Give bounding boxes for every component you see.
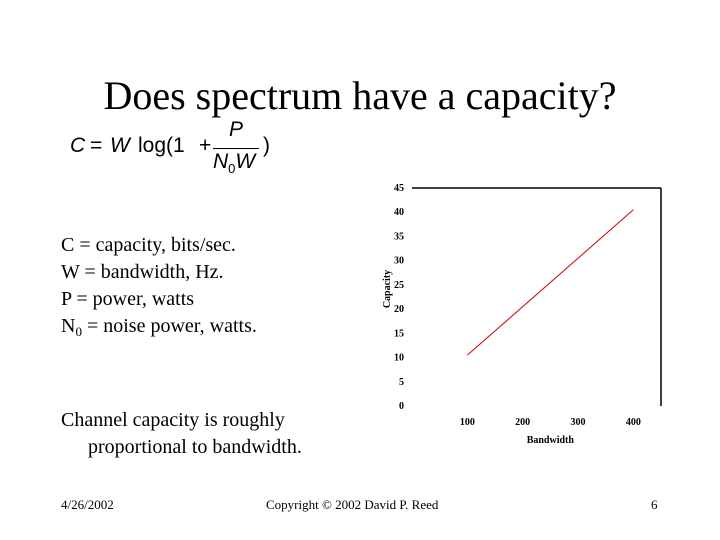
definition-w: W = bandwidth, Hz. (61, 261, 224, 283)
capacity-chart: 0 5 10 15 20 25 30 35 40 45 100 200 300 400 Capacity… (382, 183, 662, 446)
y-tick-label: 35 (394, 231, 404, 242)
y-tick-label: 0 (399, 401, 404, 412)
slide-title: Does spectrum have a capacity? (103, 73, 617, 118)
summary-line-2: proportional to bandwidth. (88, 436, 302, 458)
chart-y-ticks: 0 5 10 15 20 25 30 35 40 45 (394, 183, 404, 412)
chart-series (467, 209, 634, 356)
formula-numerator: P (229, 118, 244, 141)
x-tick-label: 200 (515, 417, 530, 428)
formula-c: C (70, 134, 86, 157)
formula-equals: = (90, 134, 103, 157)
chart-x-label: Bandwidth (527, 435, 575, 446)
summary-line-1: Channel capacity is roughly (61, 409, 285, 431)
formula-w: W (110, 134, 130, 157)
definition-n0: N0 = noise power, watts. (61, 315, 257, 339)
y-tick-label: 25 (394, 280, 404, 291)
y-tick-label: 10 (394, 353, 404, 364)
footer-page-number: 6 (651, 497, 658, 512)
y-tick-label: 45 (394, 183, 404, 194)
series-line (467, 209, 634, 356)
footer-copyright: Copyright © 2002 David P. Reed (266, 497, 439, 512)
chart-x-ticks: 100 200 300 400 (460, 417, 641, 428)
footer-date: 4/26/2002 (61, 497, 114, 512)
formula-log: log(1 (138, 134, 185, 157)
definition-p: P = power, watts (61, 288, 195, 310)
x-tick-label: 400 (626, 417, 641, 428)
definition-c: C = capacity, bits/sec. (61, 234, 236, 256)
y-tick-label: 20 (394, 304, 404, 315)
y-tick-label: 15 (394, 328, 404, 339)
formula-close: ) (263, 134, 270, 157)
definitions-list: C = capacity, bits/sec. W = bandwidth, H… (61, 232, 361, 341)
formula-plus: + (199, 134, 212, 157)
fraction-bar (213, 148, 259, 149)
capacity-formula: C = W log(1 + P N0W ) (68, 118, 288, 180)
chart-axes (412, 187, 662, 406)
y-tick-label: 40 (394, 207, 404, 218)
x-tick-label: 300 (571, 417, 586, 428)
formula-denominator: N0W (213, 150, 256, 176)
summary-text: Channel capacity is roughly proportional… (61, 407, 361, 461)
y-tick-label: 30 (394, 256, 404, 267)
chart-y-label: Capacity (382, 270, 393, 308)
x-tick-label: 100 (460, 417, 475, 428)
y-tick-label: 5 (399, 377, 404, 388)
